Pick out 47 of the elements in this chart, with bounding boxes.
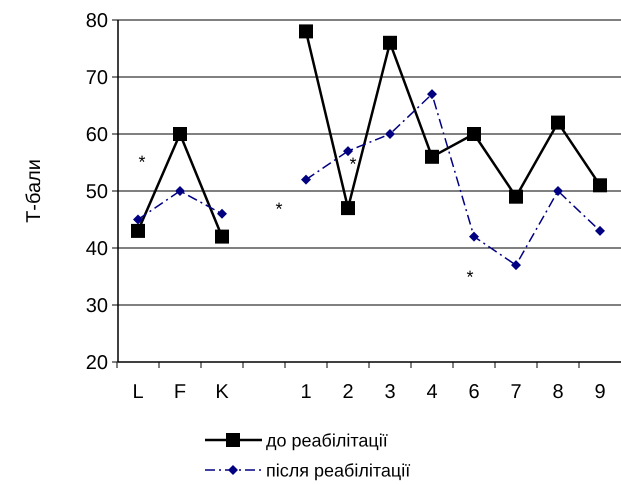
annotation: * — [138, 152, 146, 172]
point — [301, 174, 311, 185]
point — [383, 36, 397, 50]
point — [427, 89, 437, 100]
point — [425, 150, 439, 164]
point — [511, 260, 521, 270]
y-tick-label: 30 — [86, 295, 108, 317]
y-tick-label: 20 — [86, 352, 108, 374]
x-tick-label: K — [215, 381, 230, 403]
point — [215, 230, 229, 244]
x-tick-label: 6 — [468, 381, 480, 403]
point — [133, 214, 143, 224]
legend-label: після реабілітації — [266, 460, 410, 480]
point — [469, 232, 479, 242]
point — [553, 186, 563, 196]
x-tick-label: 2 — [342, 381, 354, 403]
point — [509, 190, 523, 204]
point — [131, 224, 145, 238]
point — [175, 186, 185, 196]
point — [341, 201, 355, 216]
y-tick-label: 60 — [86, 124, 108, 146]
x-tick-label: 7 — [510, 381, 522, 403]
legend-label: до реабілітації — [266, 430, 388, 450]
annotation: * — [275, 199, 283, 219]
y-tick-label: 70 — [86, 67, 108, 89]
point — [299, 24, 313, 38]
point — [467, 127, 481, 141]
point — [551, 116, 565, 130]
y-tick-label: 50 — [86, 181, 108, 203]
point — [593, 178, 607, 192]
x-tick-label: 8 — [552, 381, 564, 403]
x-tick-label: 3 — [384, 381, 396, 403]
y-tick-label: 80 — [86, 10, 108, 32]
point — [217, 208, 227, 219]
y-axis-title: Т-бали — [23, 159, 45, 223]
annotation: * — [349, 154, 357, 174]
x-tick-label: 1 — [300, 381, 312, 403]
x-tick-label: F — [174, 381, 186, 403]
x-tick-label: 4 — [426, 381, 438, 403]
point — [595, 226, 605, 236]
annotation: * — [466, 267, 474, 287]
point — [343, 146, 353, 156]
point — [173, 127, 187, 141]
y-tick-label: 40 — [86, 238, 108, 260]
x-tick-label: 9 — [594, 381, 606, 403]
x-tick-label: L — [132, 381, 144, 403]
point — [385, 129, 395, 139]
